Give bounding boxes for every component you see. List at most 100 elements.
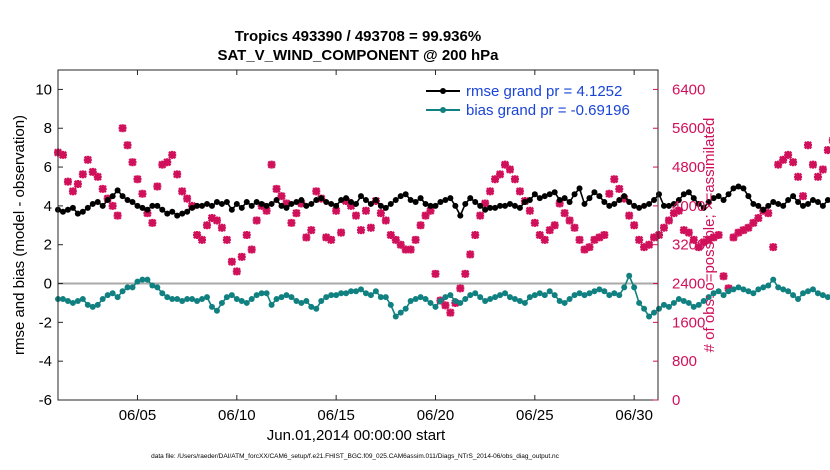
bias-point xyxy=(591,288,598,295)
rmse-point xyxy=(328,200,335,207)
obs-assimilated-marker xyxy=(222,235,231,244)
rmse-point xyxy=(79,208,86,215)
bias-point xyxy=(109,290,116,297)
rmse-point xyxy=(655,191,662,198)
obs-cross xyxy=(789,158,798,167)
rmse-point xyxy=(626,199,633,205)
obs-assimilated-marker xyxy=(545,226,554,235)
rmse-point xyxy=(377,202,384,209)
obs-cross xyxy=(361,206,370,215)
obs-assimilated-marker xyxy=(530,218,539,227)
obs-assimilated-marker xyxy=(794,172,803,181)
rmse-point xyxy=(318,195,325,202)
bias-point xyxy=(660,301,667,308)
bias-point xyxy=(412,296,419,303)
legend-rmse-marker xyxy=(440,88,446,94)
rmse-point xyxy=(700,204,707,211)
obs-assimilated-marker xyxy=(729,233,738,242)
obs-assimilated-marker xyxy=(143,209,152,218)
bias-point xyxy=(700,298,707,304)
bias-point xyxy=(323,294,330,301)
rmse-point xyxy=(641,202,648,209)
bias-point xyxy=(785,288,792,295)
rmse-point xyxy=(263,202,270,209)
bias-point xyxy=(735,284,742,291)
obs-cross xyxy=(426,206,435,215)
rmse-point xyxy=(785,197,792,204)
obs-assimilated-marker xyxy=(73,179,82,189)
bias-point xyxy=(362,290,369,297)
obs-cross xyxy=(704,235,713,244)
rmse-point xyxy=(348,199,355,205)
obs-assimilated-marker xyxy=(774,160,783,169)
y2-tick-label: 4800 xyxy=(672,159,705,176)
rmse-point xyxy=(502,202,509,209)
obs-cross xyxy=(158,160,167,169)
rmse-point xyxy=(780,202,787,209)
obs-assimilated-marker xyxy=(83,155,92,164)
y-tick-label: 6 xyxy=(44,159,52,176)
bias-point xyxy=(814,290,821,297)
bias-point xyxy=(64,298,71,304)
rmse-point xyxy=(189,204,196,211)
obs-assimilated-marker xyxy=(699,238,708,247)
obs-assimilated-marker xyxy=(456,284,465,293)
bias-point xyxy=(357,286,364,293)
rmse-point xyxy=(268,200,275,207)
obs-cross xyxy=(202,221,212,230)
obs-cross xyxy=(515,187,524,196)
obs-cross xyxy=(575,235,584,244)
obs-assimilated-marker xyxy=(227,257,236,266)
bias-point xyxy=(566,296,573,303)
obs-cross xyxy=(401,245,410,254)
bias-point xyxy=(730,286,737,293)
obs-assimilated-marker xyxy=(128,158,137,167)
obs-cross xyxy=(242,230,251,240)
rmse-point xyxy=(805,200,811,207)
legend-rmse-label: rmse grand pr = 4.1252 xyxy=(466,83,622,100)
rmse-point xyxy=(651,197,658,204)
chart-subtitle: SAT_V_WIND_COMPONENT @ 200 hPa xyxy=(217,47,499,64)
rmse-series xyxy=(55,183,830,219)
rmse-point xyxy=(591,189,598,196)
obs-assimilated-marker xyxy=(217,223,226,232)
bias-point xyxy=(651,309,658,316)
bias-point xyxy=(228,292,235,299)
obs-cross xyxy=(510,175,520,184)
y2-axis-label: # of obs: o=possible; ×=assimilated xyxy=(701,118,718,353)
obs-assimilated-marker xyxy=(625,211,634,220)
bias-point xyxy=(79,296,86,303)
rmse-point xyxy=(69,204,76,211)
rmse-point xyxy=(298,197,305,204)
rmse-point xyxy=(109,193,116,200)
bias-point xyxy=(655,305,662,312)
obs-assimilated-marker xyxy=(550,221,559,230)
rmse-point xyxy=(770,199,777,205)
obs-assimilated-marker xyxy=(808,160,818,169)
rmse-point xyxy=(362,197,369,204)
obs-cross xyxy=(193,230,202,240)
rmse-point xyxy=(611,200,618,207)
obs-assimilated-marker xyxy=(818,165,827,174)
bias-point xyxy=(417,294,424,301)
obs-cross xyxy=(823,146,830,155)
obs-assimilated-marker xyxy=(282,199,291,208)
bias-point xyxy=(636,299,643,306)
obs-cross xyxy=(818,165,827,174)
rmse-point xyxy=(248,202,255,209)
obs-assimilated-marker xyxy=(123,141,132,150)
rmse-point xyxy=(566,199,573,205)
obs-cross xyxy=(133,175,142,184)
rmse-point xyxy=(154,202,161,209)
obs-cross xyxy=(798,192,808,201)
bias-point xyxy=(407,298,414,304)
y-tick-label: 8 xyxy=(44,120,52,137)
obs-assimilated-marker xyxy=(108,201,117,210)
bias-point xyxy=(144,276,151,283)
obs-cross xyxy=(471,230,480,240)
bias-point xyxy=(506,294,513,301)
obs-cross xyxy=(585,243,594,252)
rmse-point xyxy=(760,206,767,213)
obs-cross xyxy=(118,124,127,133)
bias-point xyxy=(253,292,260,299)
